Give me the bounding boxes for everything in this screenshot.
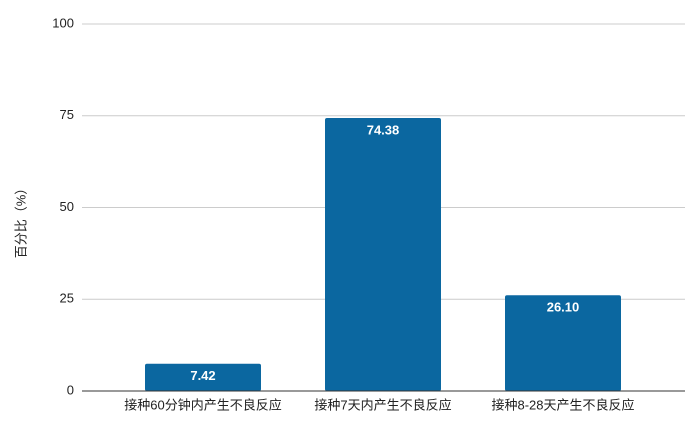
x-tick-label: 接种7天内产生不良反应: [314, 397, 451, 412]
y-tick-label: 25: [60, 291, 74, 306]
value-label: 74.38: [367, 122, 400, 137]
y-tick-label: 0: [67, 382, 74, 397]
value-label: 26.10: [547, 300, 580, 315]
value-label: 7.42: [190, 368, 215, 383]
bar: [505, 295, 621, 391]
bar: [145, 363, 261, 391]
x-tick-label: 接种8-28天产生不良反应: [491, 397, 634, 412]
x-tick-label: 接种60分钟内产生不良反应: [124, 397, 281, 412]
y-tick-label: 50: [60, 199, 74, 214]
y-axis-title: 百分比（%）: [13, 182, 28, 259]
y-tick-label: 100: [52, 15, 74, 30]
y-tick-label: 75: [60, 107, 74, 122]
bar: [325, 118, 441, 392]
